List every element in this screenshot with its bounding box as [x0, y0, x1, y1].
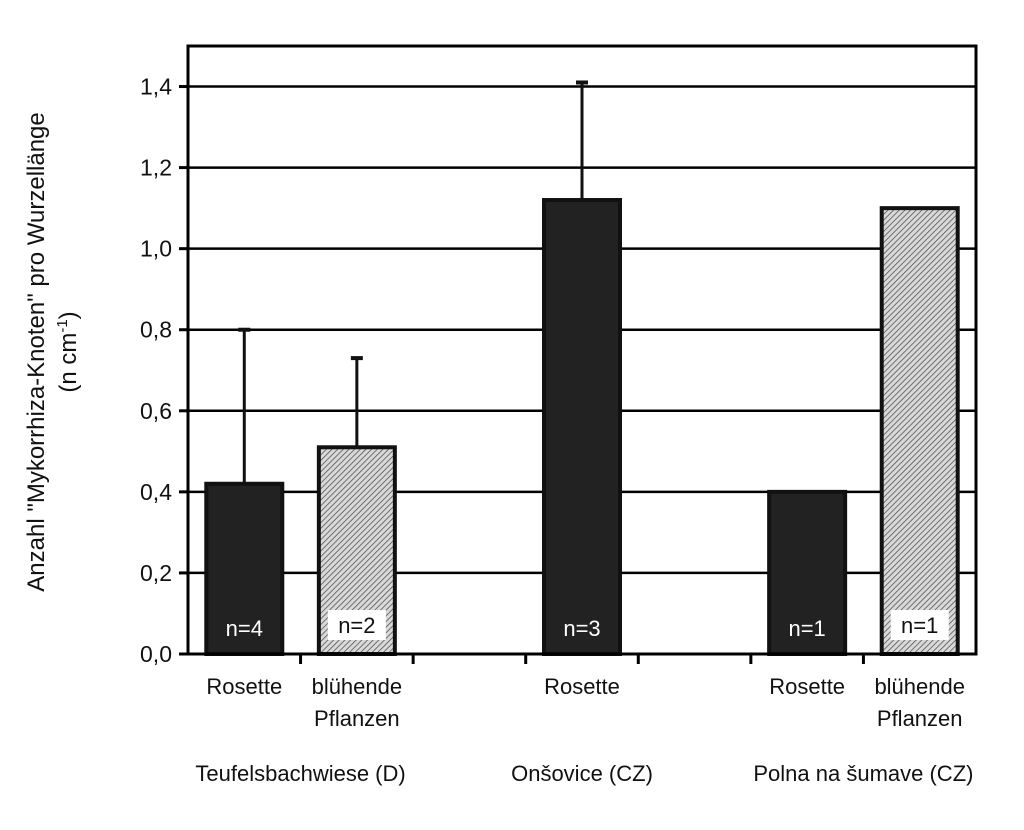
n-label-box: [327, 610, 386, 640]
y-tick-label: 1,4: [140, 74, 172, 100]
y-axis-unit-prefix: (n cm: [55, 333, 82, 393]
y-tick-label: 0,2: [140, 560, 172, 586]
axis-labels: 0,0 0,2 0,4 0,6 0,8 1,0 1,2 1,4 Rosette blühende P…: [140, 74, 973, 786]
group-label: Polna na šumave (CZ): [753, 761, 973, 786]
n-label: n=2: [338, 613, 375, 638]
category-label: Rosette: [769, 674, 845, 699]
y-axis-unit: (n cm-1): [54, 311, 82, 392]
plot-frame: [186, 44, 978, 656]
y-tick-label: 0,0: [140, 641, 172, 667]
y-tick-label: 1,0: [140, 236, 172, 262]
bar: [879, 206, 960, 656]
y-tick-label: 1,2: [140, 155, 172, 181]
category-label: Rosette: [544, 674, 620, 699]
y-axis-title-line1: Anzahl "Mykorrhiza-Knoten" pro Wurzellän…: [23, 112, 50, 591]
n-label: n=3: [563, 616, 600, 641]
n-label: n=1: [788, 616, 825, 641]
bar: [542, 198, 622, 656]
category-label: Pflanzen: [877, 706, 963, 731]
bar: [204, 481, 285, 657]
y-axis-title: Anzahl "Mykorrhiza-Knoten" pro Wurzellän…: [23, 112, 50, 591]
y-axis-unit-sup: -1: [54, 319, 71, 332]
y-tick-label: 0,8: [140, 317, 172, 343]
n-label: n=1: [901, 613, 938, 638]
n-label: n=4: [226, 616, 263, 641]
axis-ticks: [179, 85, 865, 664]
category-label: blühende: [312, 674, 403, 699]
n-label-box: [890, 610, 949, 640]
bar: [767, 489, 848, 656]
y-tick-label: 0,4: [140, 479, 172, 505]
group-label: Onšovice (CZ): [511, 761, 653, 786]
category-label: blühende: [874, 674, 965, 699]
y-axis-unit-suffix: ): [55, 311, 82, 319]
group-label: Teufelsbachwiese (D): [195, 761, 405, 786]
bars: n=4 n=2 n=3 n=1 n=1: [204, 80, 960, 657]
category-label: Rosette: [206, 674, 282, 699]
y-tick-label: 0,6: [140, 398, 172, 424]
category-label: Pflanzen: [314, 706, 400, 731]
